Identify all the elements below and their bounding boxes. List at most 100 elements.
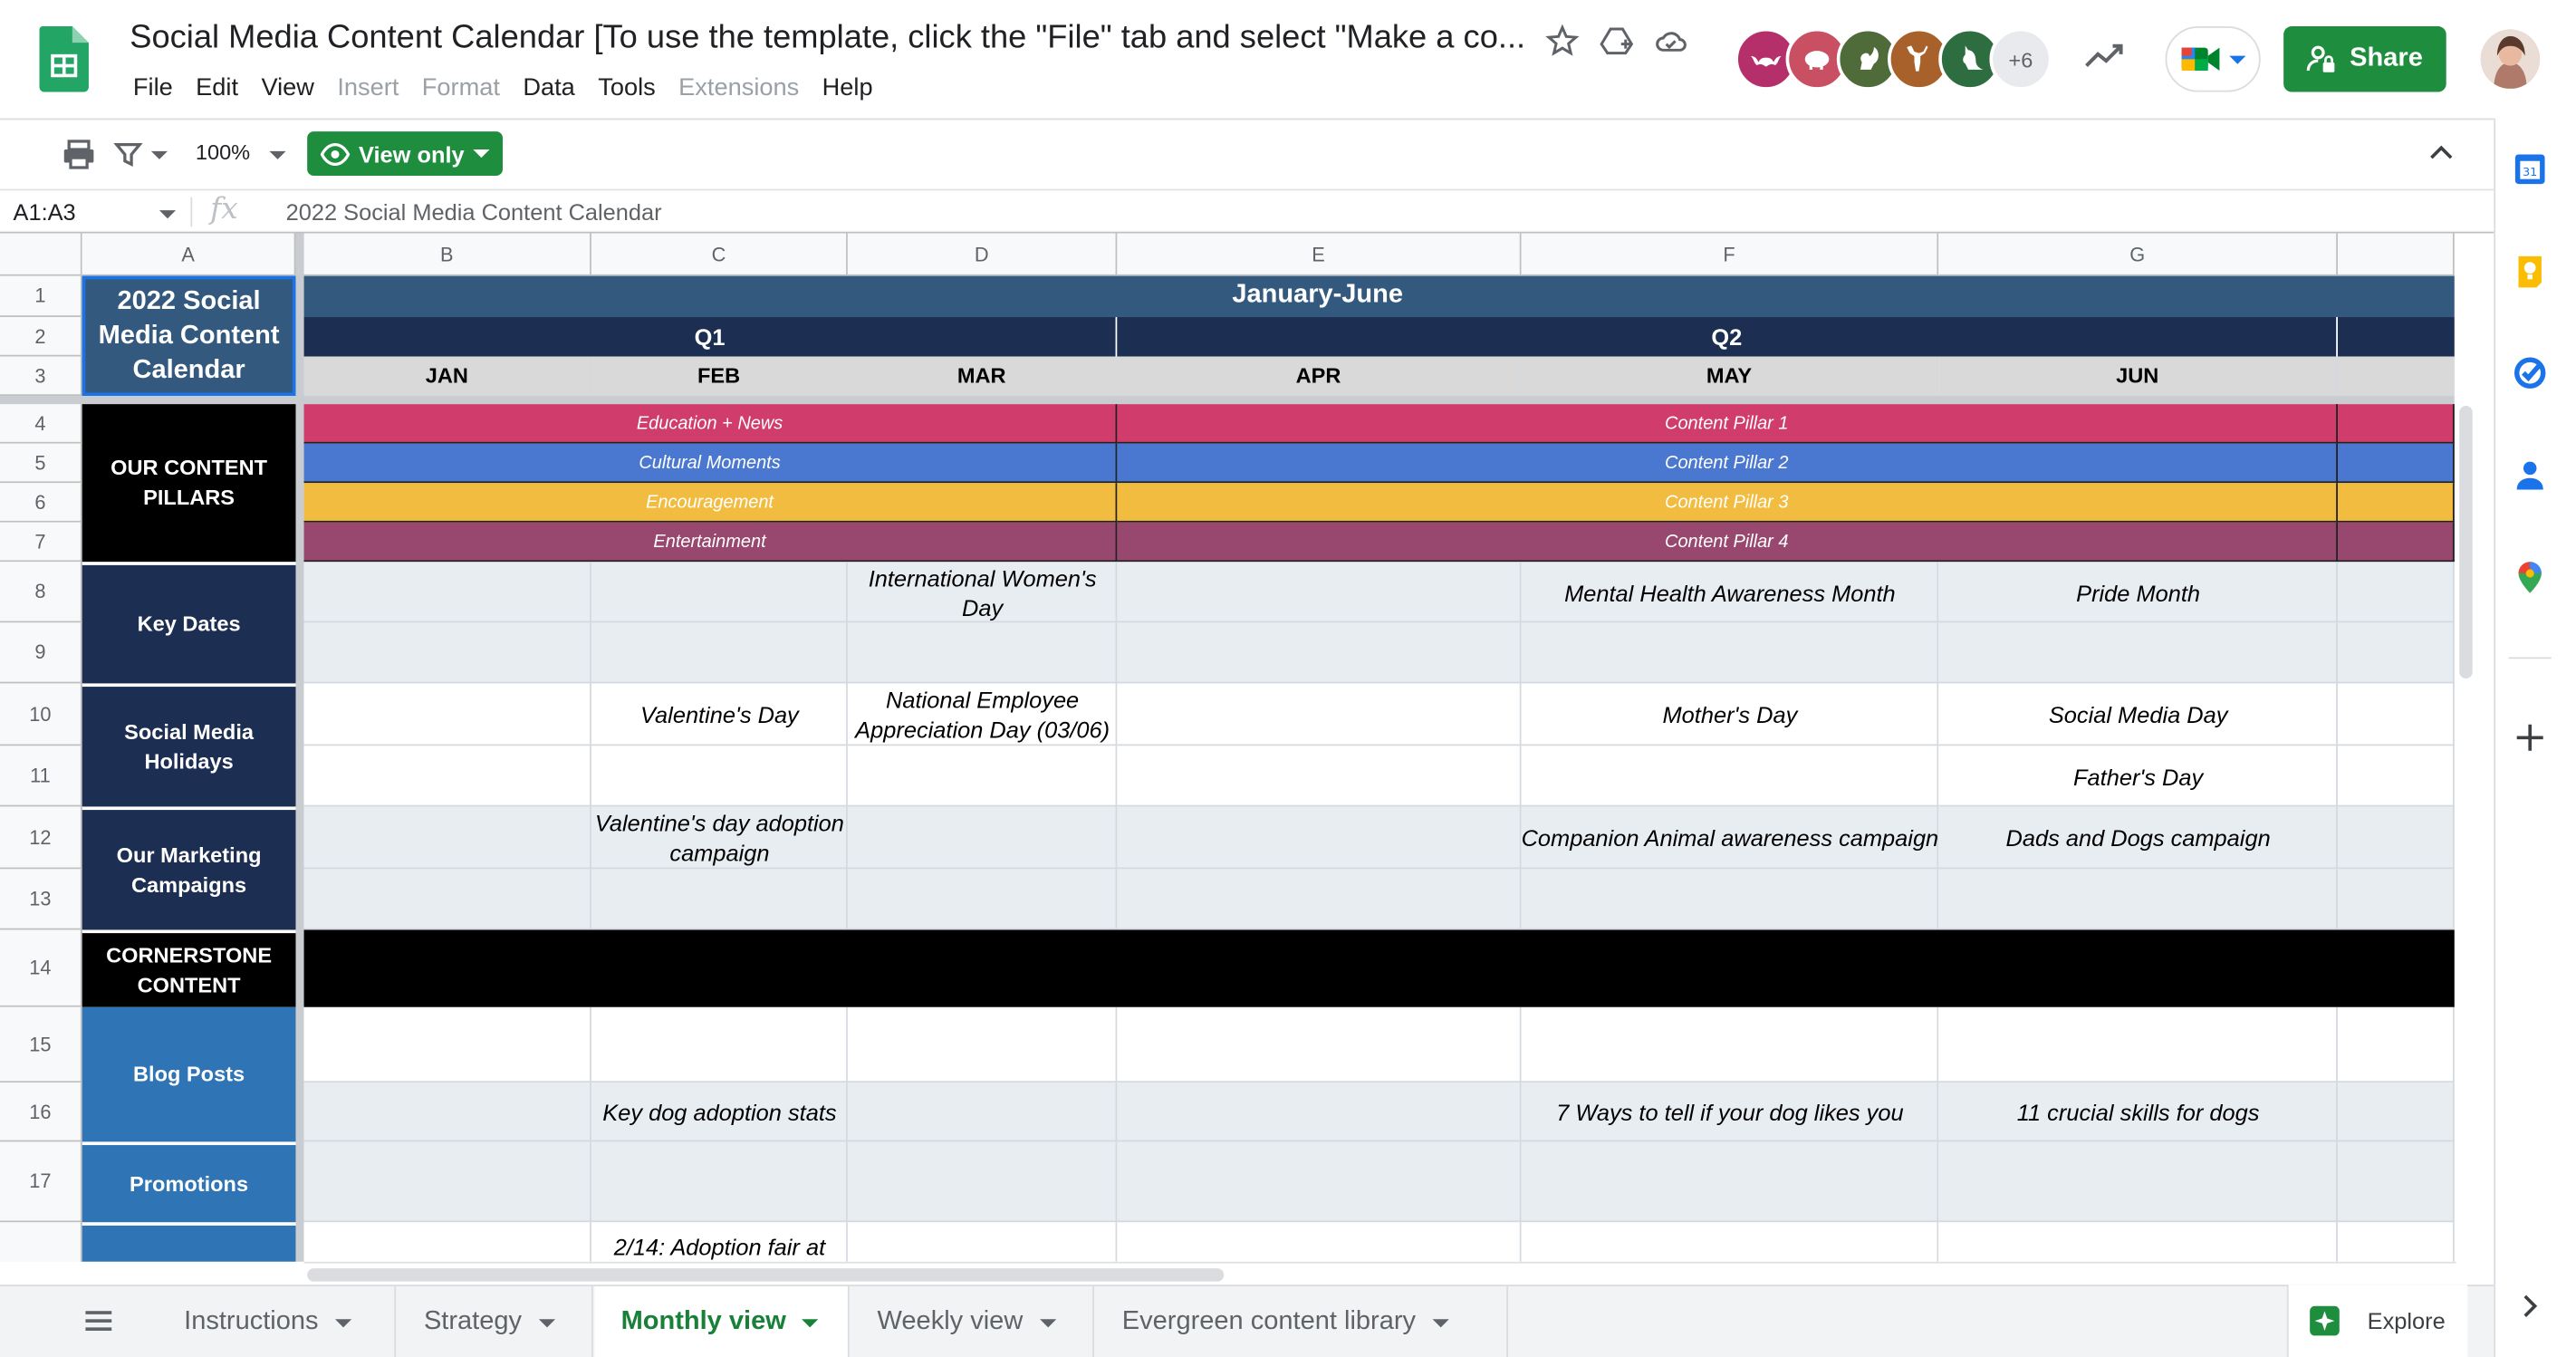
cell-f16[interactable]: 7 Ways to tell if your dog likes you — [1556, 1099, 1904, 1126]
row-label-key-dates[interactable]: Key Dates — [82, 562, 296, 684]
grid-cell-bg-d-r2[interactable] — [847, 622, 1118, 684]
grid-cell-bg-b-r9[interactable] — [303, 1141, 591, 1223]
column-header-g[interactable]: G — [1938, 233, 2338, 276]
row-header-2[interactable]: 2 — [0, 317, 82, 357]
grid-cell-bg-g-r3[interactable] — [1938, 683, 2338, 746]
row-label-18[interactable] — [82, 1222, 296, 1262]
menu-tools[interactable]: Tools — [598, 73, 656, 102]
cell-c12[interactable]: Valentine's day adoption campaign — [594, 810, 844, 866]
grid-cell-bg-e-r6[interactable] — [1117, 869, 1522, 930]
grid-cell-bg-c-r9[interactable] — [591, 1141, 848, 1223]
grid-cell-bg-d-r7[interactable] — [847, 1006, 1118, 1083]
q-header-overflow[interactable] — [2337, 317, 2455, 357]
cell-c10[interactable]: Valentine's Day — [640, 701, 799, 728]
horizontal-scroll-thumb[interactable] — [307, 1268, 1225, 1282]
grid-cell-bg-h-r5[interactable] — [2337, 806, 2455, 870]
grid-cell-bg-e-r9[interactable] — [1117, 1141, 1522, 1223]
grid-cell-bg-c-r5[interactable] — [591, 806, 848, 870]
grid-cell-bg-h-r1[interactable] — [2337, 562, 2455, 623]
select-all-corner[interactable] — [0, 233, 82, 276]
grid-cell-bg-b-r3[interactable] — [303, 683, 591, 746]
row-label-promotions[interactable]: Promotions — [82, 1141, 296, 1223]
grid-cell-bg-g-r4[interactable] — [1938, 746, 2338, 807]
maps-icon[interactable] — [2512, 559, 2548, 595]
q1-header[interactable]: Q1 — [303, 317, 1118, 357]
grid-cell-bg-e-r2[interactable] — [1117, 622, 1522, 684]
grid-cell-bg-d-r4[interactable] — [847, 746, 1118, 807]
vertical-scroll-thumb[interactable] — [2459, 405, 2473, 679]
pillar-overflow-3[interactable] — [2337, 483, 2455, 523]
column-header-b[interactable]: B — [303, 233, 591, 276]
calendar-icon[interactable]: 31 — [2512, 151, 2548, 188]
month-header-mar[interactable]: MAR — [847, 356, 1118, 397]
formula-input[interactable]: 2022 Social Media Content Calendar — [285, 198, 662, 226]
row-header-16[interactable]: 16 — [0, 1083, 82, 1142]
grid-cell-bg-f-r7[interactable] — [1521, 1006, 1939, 1083]
grid-cell-bg-b-r7[interactable] — [303, 1006, 591, 1083]
grid-cell-bg-g-r1[interactable] — [1938, 562, 2338, 623]
column-header-e[interactable]: E — [1117, 233, 1522, 276]
row-header-17[interactable]: 17 — [0, 1141, 82, 1223]
grid-cell-bg-c-r8[interactable] — [591, 1083, 848, 1142]
column-header-f[interactable]: F — [1521, 233, 1939, 276]
grid-cell-bg-h-r4[interactable] — [2337, 746, 2455, 807]
grid-cell-bg-g-r7[interactable] — [1938, 1006, 2338, 1083]
grid-cell-bg-d-r3[interactable] — [847, 683, 1118, 746]
pillar-q1-1[interactable]: Education + News — [303, 404, 1118, 444]
collaborator-pig-avatar[interactable] — [1785, 27, 1849, 91]
menu-data[interactable]: Data — [523, 73, 575, 102]
row-header-12[interactable]: 12 — [0, 806, 82, 870]
column-header-h[interactable] — [2337, 233, 2455, 276]
grid-cell-bg-h-r7[interactable] — [2337, 1006, 2455, 1083]
month-header-overflow[interactable] — [2337, 356, 2455, 397]
grid-cell-bg-d-r8[interactable] — [847, 1083, 1118, 1142]
grid-cell-bg-e-r10[interactable] — [1117, 1222, 1522, 1262]
row-header-15[interactable]: 15 — [0, 1006, 82, 1083]
star-icon[interactable] — [1544, 23, 1581, 59]
row-header-8[interactable]: 8 — [0, 562, 82, 623]
cell-d8[interactable]: International Women's Day — [868, 563, 1097, 621]
grid-cell-bg-f-r6[interactable] — [1521, 869, 1939, 930]
grid-cell-bg-b-r2[interactable] — [303, 622, 591, 684]
filter-dropdown-icon[interactable] — [150, 150, 168, 159]
keep-notes-icon[interactable] — [2512, 253, 2548, 289]
menu-format[interactable]: Format — [421, 73, 500, 102]
grid-cell-bg-h-r6[interactable] — [2337, 869, 2455, 930]
cloud-saved-icon[interactable] — [1653, 23, 1689, 59]
pillar-q1-4[interactable]: Entertainment — [303, 522, 1118, 563]
grid-cell-bg-f-r8[interactable] — [1521, 1083, 1939, 1142]
collaborator-kangaroo-avatar[interactable] — [1938, 27, 2002, 91]
row-label-social-holidays[interactable]: Social Media Holidays — [82, 683, 296, 807]
grid-cell-bg-f-r3[interactable] — [1521, 683, 1939, 746]
cell-c18[interactable]: 2/14: Adoption fair at — [613, 1233, 826, 1261]
grid-cell-bg-c-r10[interactable] — [591, 1222, 848, 1262]
print-icon[interactable] — [62, 138, 95, 170]
q2-header[interactable]: Q2 — [1117, 317, 2338, 357]
grid-cell-bg-g-r6[interactable] — [1938, 869, 2338, 930]
cell-g11[interactable]: Father's Day — [2073, 763, 2204, 790]
grid-cell-bg-e-r5[interactable] — [1117, 806, 1522, 870]
cell-d10[interactable]: National Employee Appreciation Day (03/0… — [855, 687, 1110, 743]
cell-f10[interactable]: Mother's Day — [1662, 701, 1798, 728]
menu-view[interactable]: View — [261, 73, 314, 102]
row-header-3[interactable]: 3 — [0, 356, 82, 397]
grid-cell-bg-b-r5[interactable] — [303, 806, 591, 870]
row-header-5[interactable]: 5 — [0, 443, 82, 484]
grid-cell-bg-g-r2[interactable] — [1938, 622, 2338, 684]
period-header[interactable]: January-June — [303, 275, 2455, 318]
frozen-column-divider[interactable] — [295, 233, 304, 1262]
month-header-feb[interactable]: FEB — [591, 356, 848, 397]
pillar-q2-4[interactable]: Content Pillar 4 — [1117, 522, 2338, 563]
expand-side-panel-icon[interactable] — [2512, 1288, 2548, 1324]
row-header-1[interactable]: 1 — [0, 275, 82, 318]
grid-cell-bg-g-r9[interactable] — [1938, 1141, 2338, 1223]
filter-icon[interactable] — [113, 140, 143, 169]
pillar-overflow-1[interactable] — [2337, 404, 2455, 444]
grid-cell-bg-h-r2[interactable] — [2337, 622, 2455, 684]
month-header-jan[interactable]: JAN — [303, 356, 591, 397]
tasks-icon[interactable] — [2512, 355, 2548, 391]
row-label-blog-posts[interactable]: Blog Posts — [82, 1006, 296, 1142]
row-header-18[interactable]: 18 — [0, 1222, 82, 1262]
vertical-scrollbar[interactable] — [2455, 402, 2477, 1261]
pillar-q2-1[interactable]: Content Pillar 1 — [1117, 404, 2338, 444]
